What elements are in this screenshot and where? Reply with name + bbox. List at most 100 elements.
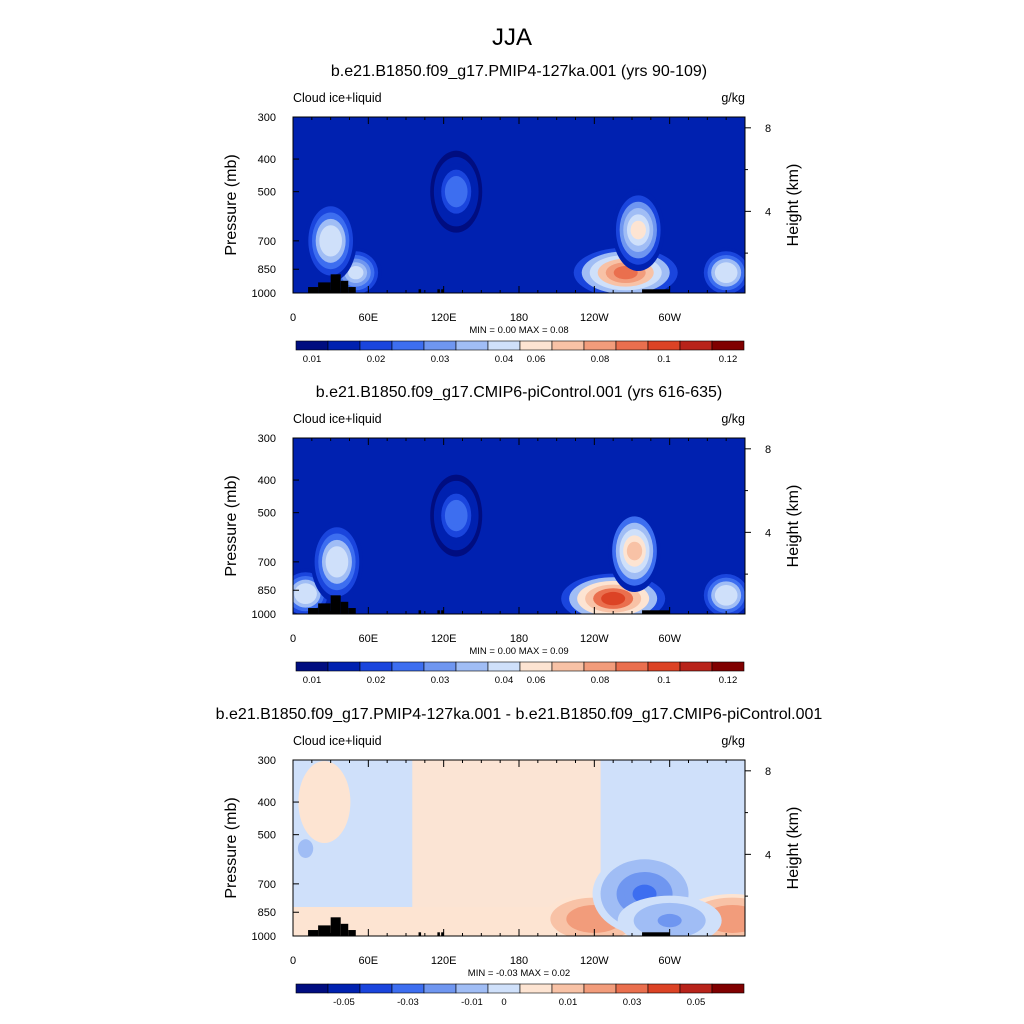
topography-block xyxy=(437,932,440,936)
variable-label: Cloud ice+liquid xyxy=(293,734,382,748)
topography-block xyxy=(642,610,670,614)
y-tick-label: 300 xyxy=(258,755,276,767)
variable-label: Cloud ice+liquid xyxy=(293,412,382,426)
chart-panel-2: b.e21.B1850.f09_g17.CMIP6-piControl.001 … xyxy=(223,384,802,686)
topography-block xyxy=(441,932,444,936)
contour-level xyxy=(626,541,643,561)
colorbar-swatch xyxy=(455,983,489,994)
colorbar-swatch xyxy=(583,661,617,672)
topography-mask xyxy=(308,595,670,614)
colorbar-swatch xyxy=(647,983,681,994)
y-tick-label: 300 xyxy=(258,112,276,124)
topography-block xyxy=(418,610,422,614)
topography-block xyxy=(348,287,356,293)
colorbar-swatch xyxy=(327,661,361,672)
x-tick-label: 120E xyxy=(431,312,457,324)
colorbar-swatch xyxy=(551,983,585,994)
variable-label: Cloud ice+liquid xyxy=(293,91,382,105)
colorbar-swatch xyxy=(423,340,457,351)
topography-block xyxy=(348,930,356,936)
contour-level xyxy=(348,265,364,280)
colorbar-label: 0.03 xyxy=(623,997,642,1008)
y-tick-label: 500 xyxy=(258,508,276,520)
contour-level xyxy=(448,506,464,525)
y-axis-label: Pressure (mb) xyxy=(223,475,240,576)
colorbar-swatch xyxy=(455,661,489,672)
colorbar-label: 0.03 xyxy=(431,354,450,365)
contour-level xyxy=(448,182,464,202)
y-tick-label: 400 xyxy=(258,475,276,487)
colorbar-swatch xyxy=(295,661,329,672)
colorbar-swatch xyxy=(647,340,681,351)
y-tick-label: 1000 xyxy=(252,931,276,943)
topography-block xyxy=(308,287,319,293)
colorbar-swatch xyxy=(519,340,553,351)
figure-title: JJA xyxy=(492,24,532,51)
colorbar-label: 0.1 xyxy=(657,354,670,365)
topography-block xyxy=(330,595,341,614)
colorbar-swatch xyxy=(551,661,585,672)
y-tick-label: 1000 xyxy=(252,609,276,621)
y-tick-label: 700 xyxy=(258,236,276,248)
colorbar-swatch xyxy=(359,661,393,672)
colorbar-swatch xyxy=(679,661,713,672)
contour-level xyxy=(297,839,314,858)
x-tick-label: 180 xyxy=(510,955,528,967)
colorbar-label: 0.1 xyxy=(657,675,670,686)
contour-level xyxy=(720,912,745,926)
colorbar-label: 0.02 xyxy=(367,675,386,686)
x-tick-label: 120E xyxy=(431,633,457,645)
x-tick-label: 180 xyxy=(510,312,528,324)
y-tick-label: 1000 xyxy=(252,288,276,300)
colorbar-swatch xyxy=(711,340,745,351)
topography-block xyxy=(642,289,670,293)
y-tick-label: 300 xyxy=(258,433,276,445)
topography-block xyxy=(340,280,349,293)
y-tick-label: 400 xyxy=(258,797,276,809)
colorbar-swatch xyxy=(487,661,521,672)
colorbar-swatch xyxy=(615,661,649,672)
contour-level xyxy=(630,220,646,240)
colorbar-swatch xyxy=(295,983,329,994)
x-tick-label: 60W xyxy=(658,312,681,324)
x-tick-label: 0 xyxy=(290,955,296,967)
topography-mask xyxy=(308,917,670,936)
x-tick-label: 120W xyxy=(580,955,609,967)
colorbar-label: -0.01 xyxy=(461,997,483,1008)
topography-block xyxy=(441,610,444,614)
unit-label: g/kg xyxy=(721,412,745,426)
colorbar-label: 0.01 xyxy=(303,675,322,686)
panel-title: b.e21.B1850.f09_g17.PMIP4-127ka.001 - b.… xyxy=(216,706,823,723)
colorbar-swatch xyxy=(487,983,521,994)
colorbar-label: -0.03 xyxy=(397,997,419,1008)
topography-block xyxy=(437,289,440,293)
colorbar-label: 0.08 xyxy=(591,675,610,686)
topography-block xyxy=(418,289,422,293)
colorbar-swatch xyxy=(679,983,713,994)
colorbar-swatch xyxy=(455,340,489,351)
topography-block xyxy=(308,608,319,614)
topography-block xyxy=(340,923,349,936)
topography-block xyxy=(642,932,670,936)
colorbar-swatch xyxy=(647,661,681,672)
colorbar-label: 0.04 xyxy=(495,675,514,686)
y-axis-label: Pressure (mb) xyxy=(223,797,240,898)
minmax-annotation: MIN = 0.00 MAX = 0.09 xyxy=(469,646,568,657)
y2-axis-label: Height (km) xyxy=(785,164,802,247)
topography-block xyxy=(340,601,349,614)
topography-block xyxy=(418,932,422,936)
colorbar-label: 0.05 xyxy=(687,997,706,1008)
contour-level xyxy=(329,552,345,572)
colorbar-swatch xyxy=(487,340,521,351)
unit-label: g/kg xyxy=(721,91,745,105)
panel-title: b.e21.B1850.f09_g17.PMIP4-127ka.001 (yrs… xyxy=(331,63,707,80)
y2-tick-label: 4 xyxy=(765,849,771,861)
colorbar-swatch xyxy=(711,983,745,994)
x-tick-label: 60W xyxy=(658,633,681,645)
topography-block xyxy=(318,925,331,936)
colorbar-label: 0.12 xyxy=(719,354,738,365)
y2-tick-label: 8 xyxy=(765,444,771,456)
colorbar-swatch xyxy=(391,661,425,672)
colorbar-swatch xyxy=(423,661,457,672)
y2-tick-label: 4 xyxy=(765,206,771,218)
